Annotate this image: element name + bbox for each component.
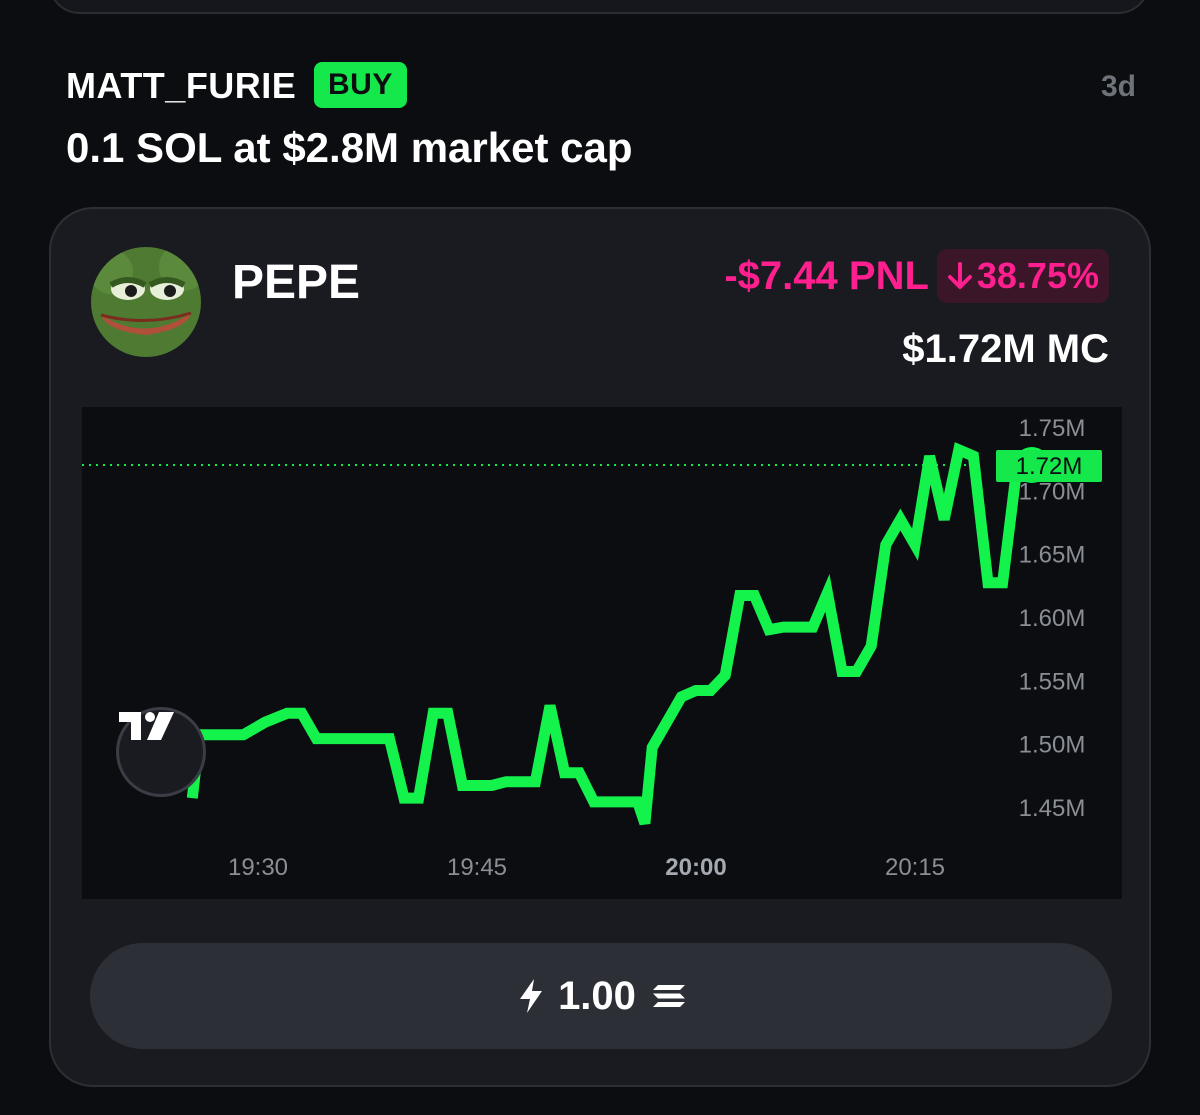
- price-chart-svg: 1.75M1.70M1.65M1.60M1.55M1.50M1.45M19:30…: [82, 415, 1102, 881]
- current-price-label: 1.72M: [1016, 453, 1083, 480]
- market-cap: $1.72M MC: [902, 327, 1109, 371]
- previous-card-edge: [48, 0, 1150, 14]
- pnl-value: -$7.44 PNL: [724, 253, 929, 298]
- pnl-row: -$7.44 PNL 38.75%: [724, 249, 1109, 303]
- pnl-change-percent: 38.75%: [976, 255, 1099, 296]
- y-tick-label: 1.50M: [1019, 732, 1086, 759]
- pnl-change-badge: 38.75%: [936, 249, 1109, 303]
- y-tick-label: 1.75M: [1019, 415, 1086, 442]
- y-tick-label: 1.60M: [1019, 605, 1086, 632]
- token-name: PEPE: [232, 256, 361, 309]
- y-tick-label: 1.45M: [1019, 795, 1086, 822]
- x-tick-label: 19:45: [447, 854, 507, 881]
- tradingview-logo-icon[interactable]: [116, 707, 206, 797]
- x-tick-label: 20:00: [665, 854, 726, 881]
- current-price-tag: [996, 450, 1102, 482]
- solana-icon: [652, 985, 685, 1007]
- x-tick-label: 20:15: [885, 854, 945, 881]
- timestamp: 3d: [1100, 70, 1136, 103]
- price-chart[interactable]: 1.75M 1.70M 1.65M 1.60M 1.55M 1.50M 1.45M 19:30…: [82, 407, 1122, 899]
- trade-description: 0.1 SOL at $2.8M market cap: [66, 124, 633, 171]
- buy-badge: BUY: [314, 62, 407, 108]
- arrow-down-icon: [947, 262, 972, 289]
- quick-buy-amount: 1.00: [558, 973, 636, 1018]
- lightning-icon: [520, 979, 543, 1013]
- y-tick-label: 1.65M: [1019, 542, 1086, 569]
- pepe-frog-icon: [91, 247, 201, 357]
- y-tick-label: 1.55M: [1019, 668, 1086, 695]
- username[interactable]: MATT_FURIE: [66, 65, 297, 106]
- quick-buy-button[interactable]: 1.00: [90, 943, 1112, 1049]
- price-series-line: [186, 442, 1032, 826]
- x-tick-label: 19:30: [228, 854, 288, 881]
- token-card[interactable]: PEPE -$7.44 PNL 38.75% $1.72M MC 1.75M 1.…: [49, 207, 1151, 1087]
- post-header: MATT_FURIE BUY 3d: [66, 62, 1136, 110]
